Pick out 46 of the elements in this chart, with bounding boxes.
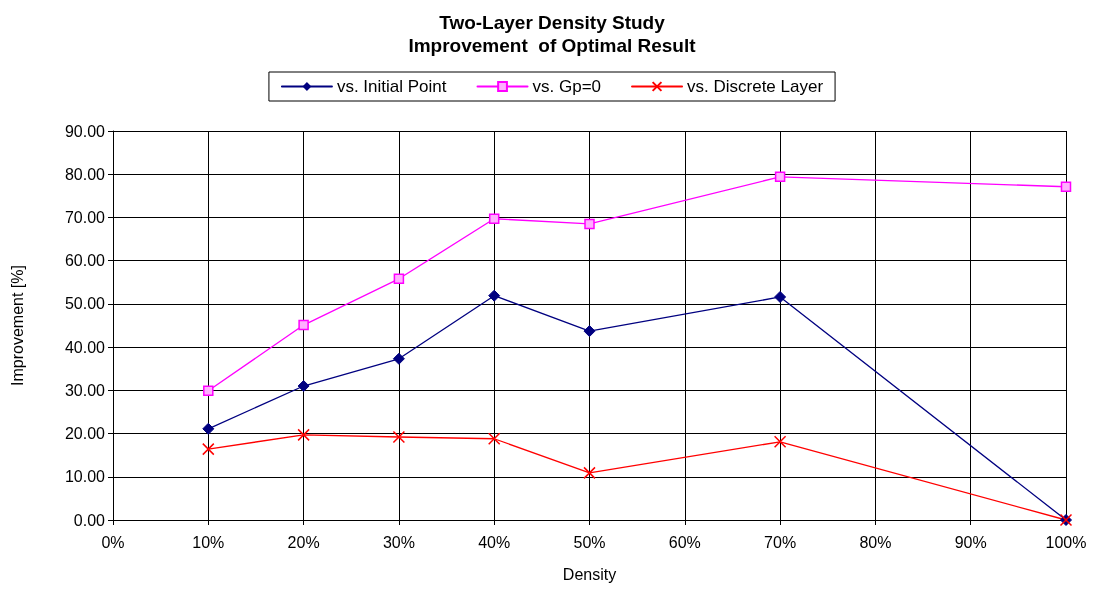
y-tick-label: 40.00: [64, 338, 106, 356]
x-tick-label: 0%: [101, 533, 125, 551]
point: [774, 171, 786, 183]
legend-label: vs. Initial Point: [336, 77, 447, 96]
y-tick-label: 80.00: [64, 165, 106, 183]
x-tick-label: 20%: [287, 533, 320, 551]
point: [392, 352, 405, 365]
point: [298, 319, 309, 331]
x-tick-label: 40%: [478, 533, 511, 551]
y-tick-label: 90.00: [64, 122, 106, 140]
x-tick-label: 30%: [382, 533, 415, 551]
x-tick-label: 70%: [764, 533, 797, 551]
point: [773, 435, 787, 449]
y-tick-label: 70.00: [64, 208, 106, 226]
x-axis-title: Density: [562, 565, 617, 583]
point: [488, 213, 500, 224]
legend-label: vs. Discrete Layer: [687, 77, 824, 96]
chart-title: Two-Layer Density Study Improvement of Optimal Result: [408, 12, 697, 56]
y-tick-label: 60.00: [64, 252, 106, 270]
y-tick-label: 0.00: [73, 511, 106, 529]
point: [297, 380, 310, 393]
point: [774, 290, 787, 303]
y-tick-label: 20.00: [64, 425, 106, 443]
point: [1060, 181, 1072, 193]
x-tick-label: 100%: [1045, 533, 1087, 551]
x-tick-label: 50%: [573, 533, 606, 551]
point: [583, 466, 596, 480]
y-tick-label: 30.00: [64, 381, 106, 399]
point: [488, 289, 501, 302]
point: [203, 385, 214, 397]
legend-label: vs. Gp=0: [532, 77, 602, 96]
point: [487, 432, 501, 445]
point: [393, 273, 405, 285]
point: [392, 430, 406, 444]
point: [584, 218, 595, 230]
y-tick-label: 10.00: [64, 468, 106, 486]
x-tick-label: 10%: [192, 533, 225, 551]
point: [583, 325, 596, 338]
x-tick-label: 80%: [859, 533, 892, 551]
point: [202, 422, 215, 435]
point: [297, 428, 310, 442]
y-tick-label: 50.00: [64, 295, 106, 313]
x-tick-label: 60%: [668, 533, 701, 551]
y-axis-title: Improvement [%]: [8, 265, 26, 386]
x-tick-label: 90%: [954, 533, 987, 551]
point: [202, 442, 215, 456]
